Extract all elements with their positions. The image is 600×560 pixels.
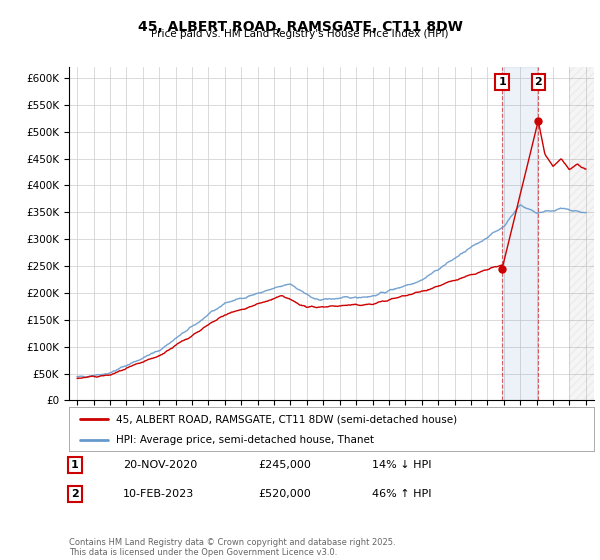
Text: HPI: Average price, semi-detached house, Thanet: HPI: Average price, semi-detached house,…	[116, 435, 374, 445]
Text: £245,000: £245,000	[258, 460, 311, 470]
Text: £520,000: £520,000	[258, 489, 311, 499]
Text: 20-NOV-2020: 20-NOV-2020	[123, 460, 197, 470]
Text: 14% ↓ HPI: 14% ↓ HPI	[372, 460, 431, 470]
Text: 1: 1	[71, 460, 79, 470]
Text: 1: 1	[498, 77, 506, 87]
Text: Price paid vs. HM Land Registry's House Price Index (HPI): Price paid vs. HM Land Registry's House …	[151, 29, 449, 39]
Text: 10-FEB-2023: 10-FEB-2023	[123, 489, 194, 499]
Bar	[569, 67, 594, 400]
Text: 45, ALBERT ROAD, RAMSGATE, CT11 8DW: 45, ALBERT ROAD, RAMSGATE, CT11 8DW	[137, 20, 463, 34]
Text: 45, ALBERT ROAD, RAMSGATE, CT11 8DW (semi-detached house): 45, ALBERT ROAD, RAMSGATE, CT11 8DW (sem…	[116, 414, 457, 424]
Text: 46% ↑ HPI: 46% ↑ HPI	[372, 489, 431, 499]
Text: 2: 2	[535, 77, 542, 87]
Bar	[502, 67, 538, 400]
Text: 2: 2	[71, 489, 79, 499]
Text: Contains HM Land Registry data © Crown copyright and database right 2025.
This d: Contains HM Land Registry data © Crown c…	[69, 538, 395, 557]
